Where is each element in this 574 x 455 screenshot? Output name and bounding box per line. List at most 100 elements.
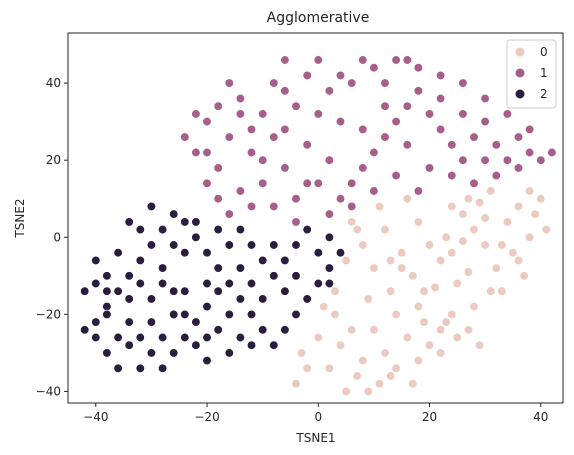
y-axis: −40 −20 0 20 40 [36, 76, 68, 398]
data-point [402, 55, 412, 65]
data-point [413, 355, 424, 366]
data-point [458, 109, 468, 119]
data-point [341, 386, 351, 397]
data-point [224, 278, 234, 289]
data-point [363, 386, 373, 397]
y-tick-label: −40 [36, 384, 61, 398]
data-point [519, 271, 529, 281]
data-point [358, 355, 368, 366]
data-point [424, 240, 435, 250]
data-point [419, 317, 429, 327]
data-point [391, 363, 401, 373]
data-point [547, 147, 557, 158]
data-point [391, 55, 401, 65]
data-point [202, 301, 212, 312]
data-point [513, 255, 524, 266]
data-point [213, 101, 223, 111]
data-point [291, 194, 301, 204]
data-point [330, 286, 340, 296]
data-point [430, 282, 440, 293]
data-point [202, 147, 212, 158]
data-point [135, 224, 145, 235]
data-point [280, 55, 290, 65]
data-point [180, 248, 190, 258]
data-point [358, 124, 368, 135]
data-point [157, 224, 168, 235]
data-point [302, 363, 312, 373]
data-point [246, 240, 257, 250]
data-point [380, 101, 390, 111]
data-point [536, 155, 546, 165]
data-point [291, 271, 301, 281]
data-point [91, 278, 101, 289]
data-point [408, 271, 418, 281]
data-point [180, 217, 190, 227]
data-point [469, 224, 479, 235]
data-point [91, 255, 101, 266]
y-tick-label: 40 [46, 76, 61, 90]
data-point [113, 332, 123, 343]
data-point [202, 332, 212, 343]
data-point [330, 309, 340, 320]
data-point [419, 286, 429, 296]
data-point [313, 248, 323, 258]
data-point [524, 124, 535, 135]
data-point [80, 325, 90, 335]
data-point [313, 332, 323, 343]
data-point [413, 301, 424, 312]
data-point [435, 325, 446, 335]
data-point [447, 248, 457, 258]
data-point [402, 332, 412, 343]
data-point [369, 63, 379, 73]
points-layer [80, 55, 557, 397]
data-point [213, 286, 223, 296]
data-point [435, 70, 446, 81]
data-point [341, 255, 351, 266]
data-point [80, 286, 90, 296]
data-point [391, 116, 401, 127]
data-point [491, 170, 501, 181]
data-point [480, 213, 490, 223]
data-point [413, 86, 424, 96]
x-tick-label: −40 [83, 410, 108, 424]
data-point [246, 147, 257, 158]
data-point [213, 325, 223, 335]
data-point [497, 240, 507, 250]
data-point [91, 332, 101, 343]
data-point [180, 309, 190, 320]
data-point [358, 163, 368, 173]
x-axis: −40 −20 0 20 40 [83, 403, 548, 424]
data-point [335, 248, 346, 258]
data-point [302, 70, 312, 81]
data-point [291, 240, 301, 250]
data-point [124, 340, 134, 350]
data-point [458, 155, 468, 165]
data-point [102, 301, 112, 312]
data-point [146, 201, 157, 212]
y-axis-label: TSNE2 [13, 198, 27, 238]
data-point [224, 78, 234, 88]
data-point [280, 325, 290, 335]
data-point [524, 232, 535, 242]
data-point [280, 163, 290, 173]
data-point [502, 109, 513, 119]
data-point [324, 363, 335, 373]
data-point [269, 78, 279, 88]
data-point [235, 294, 246, 304]
data-point [246, 124, 257, 135]
data-point [474, 340, 485, 350]
legend-box [506, 39, 557, 109]
data-point [435, 93, 446, 104]
data-point [213, 163, 223, 173]
x-axis-label: TSNE1 [295, 431, 335, 445]
data-point [463, 194, 474, 204]
data-point [335, 70, 346, 81]
data-point [235, 109, 246, 119]
legend-marker [515, 68, 525, 78]
data-point [347, 178, 357, 188]
data-point [480, 155, 490, 165]
data-point [486, 286, 496, 296]
data-point [541, 224, 551, 235]
x-tick-label: 0 [314, 410, 322, 424]
series-2 [80, 201, 346, 373]
